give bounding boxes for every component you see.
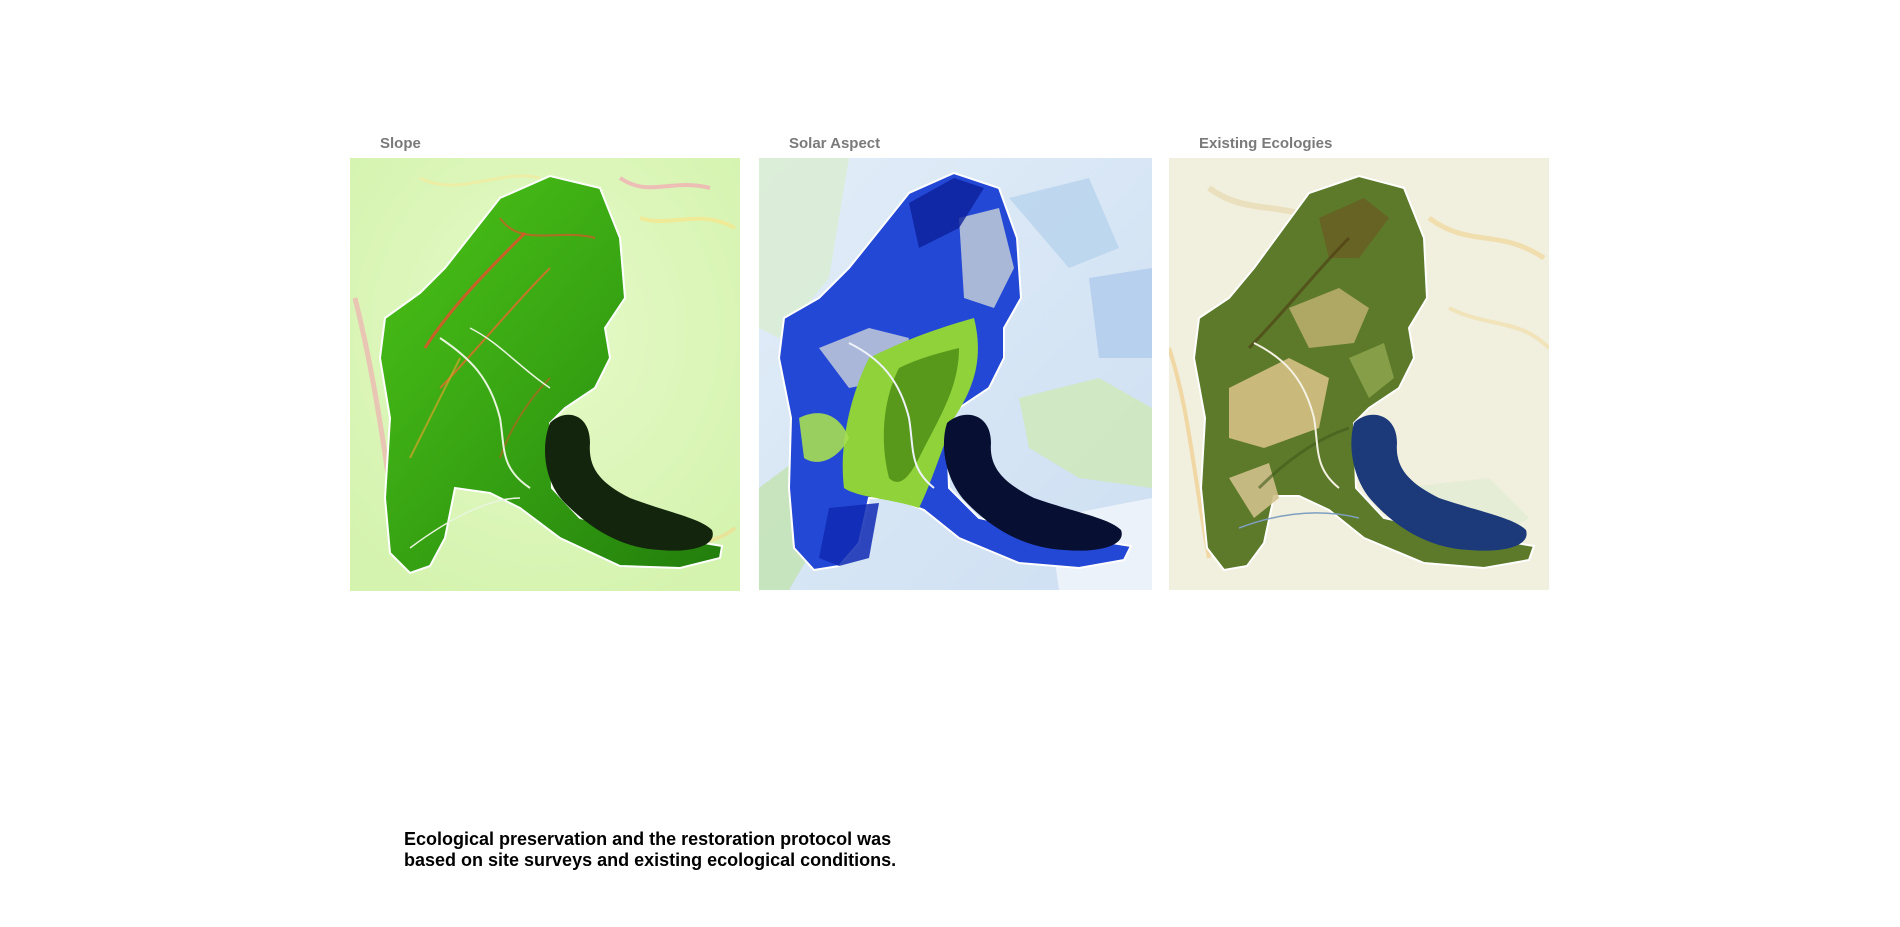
caption-line-1: Ecological preservation and the restorat… <box>404 829 892 849</box>
caption: Ecological preservation and the restorat… <box>404 829 964 871</box>
slope-map <box>350 158 740 591</box>
solar-aspect-map <box>759 158 1152 590</box>
existing-ecologies-title: Existing Ecologies <box>1199 135 1333 152</box>
caption-line-2: based on site surveys and existing ecolo… <box>404 850 897 870</box>
existing-ecologies-map <box>1169 158 1549 590</box>
existing-ecologies-map-graphic <box>1169 158 1549 590</box>
solar-aspect-title: Solar Aspect <box>789 135 881 152</box>
slope-title: Slope <box>380 135 421 152</box>
slope-map-graphic <box>350 158 740 591</box>
solar-aspect-map-graphic <box>759 158 1152 590</box>
